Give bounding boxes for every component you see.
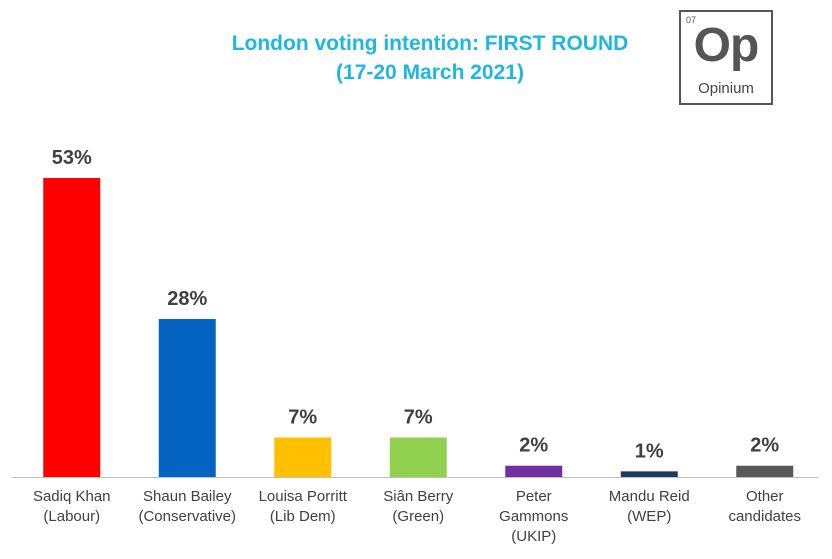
logo-symbol: Op	[693, 19, 760, 72]
data-label: 7%	[288, 407, 317, 429]
bar	[274, 437, 332, 477]
category-label: Shaun Bailey (Conservative)	[138, 488, 236, 525]
data-label: 7%	[404, 407, 433, 429]
bar	[43, 178, 101, 477]
logo-name: Opinium	[698, 80, 754, 97]
logo-number: 07	[686, 15, 697, 25]
chart-title: London voting intention: FIRST ROUND	[231, 32, 629, 55]
category-label: Other candidates	[728, 488, 801, 525]
bar	[505, 465, 563, 477]
data-label: 1%	[635, 440, 664, 462]
category-label: Peter Gammons (UKIP)	[499, 488, 568, 545]
bar	[158, 319, 216, 477]
bar	[736, 465, 794, 477]
opinium-logo: 07 Op Opinium	[679, 10, 773, 105]
bar	[389, 437, 447, 477]
chart-subtitle: (17-20 March 2021)	[336, 61, 524, 84]
category-label: Louisa Porritt (Lib Dem)	[259, 488, 348, 525]
data-label: 2%	[519, 435, 548, 457]
data-label: 28%	[167, 288, 207, 310]
bar	[620, 471, 678, 477]
category-label: Siân Berry (Green)	[383, 488, 454, 525]
data-label: 2%	[750, 435, 779, 457]
category-label: Mandu Reid (WEP)	[609, 488, 690, 525]
data-label: 53%	[52, 147, 92, 169]
category-label: Sadiq Khan (Labour)	[33, 488, 111, 525]
